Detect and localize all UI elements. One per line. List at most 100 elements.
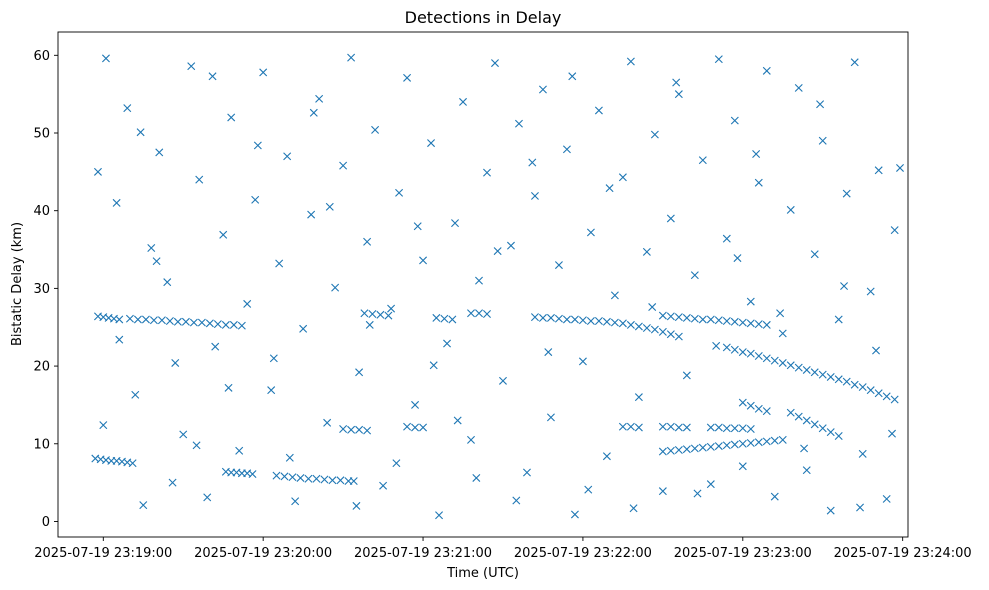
data-point xyxy=(658,311,667,320)
data-point xyxy=(403,422,412,431)
data-point xyxy=(706,315,715,324)
data-point xyxy=(746,349,755,358)
data-point xyxy=(650,130,659,139)
data-point xyxy=(874,166,883,175)
data-point xyxy=(666,330,675,339)
data-point xyxy=(762,354,771,363)
data-point xyxy=(738,398,747,407)
data-point xyxy=(355,425,364,434)
data-point xyxy=(840,282,849,291)
data-point xyxy=(163,278,172,287)
data-point xyxy=(626,422,635,431)
data-point xyxy=(189,318,198,327)
data-point xyxy=(618,173,627,182)
data-point xyxy=(733,254,742,263)
data-point xyxy=(818,370,827,379)
data-point xyxy=(363,426,372,435)
data-point xyxy=(786,205,795,214)
x-tick-label: 2025-07-19 23:24:00 xyxy=(834,546,972,561)
data-point xyxy=(432,313,441,322)
data-point xyxy=(128,459,137,468)
data-point xyxy=(99,421,108,430)
data-point xyxy=(283,152,292,161)
data-point xyxy=(629,504,638,513)
data-point xyxy=(698,443,707,452)
data-point xyxy=(171,358,180,367)
data-point xyxy=(181,317,190,326)
data-point xyxy=(858,449,867,458)
data-point xyxy=(123,104,132,113)
y-tick-label: 40 xyxy=(33,204,50,219)
data-point xyxy=(269,354,278,363)
data-point xyxy=(152,257,161,266)
data-point xyxy=(693,489,702,498)
data-point xyxy=(376,310,385,319)
data-point xyxy=(674,313,683,322)
data-point xyxy=(299,324,308,333)
data-point xyxy=(237,321,246,330)
chart-title: Detections in Delay xyxy=(405,8,562,27)
data-point xyxy=(133,315,142,324)
data-point xyxy=(738,348,747,357)
data-point xyxy=(882,494,891,503)
data-point xyxy=(722,441,731,450)
data-point xyxy=(323,418,332,427)
data-point xyxy=(392,459,401,468)
data-point xyxy=(435,511,444,520)
data-point xyxy=(856,503,865,512)
data-point xyxy=(328,476,337,485)
data-point xyxy=(794,363,803,372)
data-point xyxy=(866,386,875,395)
data-point xyxy=(530,191,539,200)
data-point xyxy=(746,425,755,433)
data-point xyxy=(203,493,212,502)
data-point xyxy=(754,320,763,329)
data-point xyxy=(642,324,651,332)
data-point xyxy=(754,178,763,187)
data-point xyxy=(826,372,835,381)
data-point xyxy=(136,128,145,137)
data-point xyxy=(770,492,779,501)
data-point xyxy=(259,68,268,77)
data-point xyxy=(211,342,220,351)
data-point xyxy=(522,468,531,477)
data-point xyxy=(834,432,843,440)
data-point xyxy=(491,59,499,68)
data-point xyxy=(315,94,324,103)
data-point xyxy=(666,422,675,431)
data-point xyxy=(754,438,763,447)
data-point xyxy=(722,343,731,352)
data-point xyxy=(538,313,547,322)
data-point xyxy=(528,158,537,167)
data-point xyxy=(610,291,619,300)
data-point xyxy=(858,383,867,392)
data-point xyxy=(384,311,393,320)
data-point xyxy=(562,145,571,154)
data-point xyxy=(650,325,659,334)
y-tick-label: 50 xyxy=(33,127,50,142)
data-point xyxy=(115,315,124,324)
x-tick-label: 2025-07-19 23:19:00 xyxy=(34,546,172,561)
data-point xyxy=(320,475,329,484)
data-point xyxy=(235,446,244,455)
data-point xyxy=(168,478,177,487)
data-point xyxy=(339,161,348,170)
data-point xyxy=(309,108,318,117)
data-point xyxy=(219,230,228,239)
data-point xyxy=(467,309,475,318)
data-point xyxy=(666,214,675,223)
data-point xyxy=(682,445,691,454)
data-point xyxy=(674,332,683,341)
data-point xyxy=(770,356,779,365)
data-point xyxy=(738,424,747,433)
data-point xyxy=(411,423,420,432)
data-point xyxy=(778,435,787,444)
data-point xyxy=(339,425,348,433)
data-point xyxy=(483,310,491,319)
y-tick-label: 60 xyxy=(33,49,50,64)
data-point xyxy=(347,425,356,434)
x-tick-label: 2025-07-19 23:22:00 xyxy=(514,546,652,561)
data-point xyxy=(331,283,340,292)
data-point xyxy=(888,429,897,438)
data-point xyxy=(224,383,233,392)
